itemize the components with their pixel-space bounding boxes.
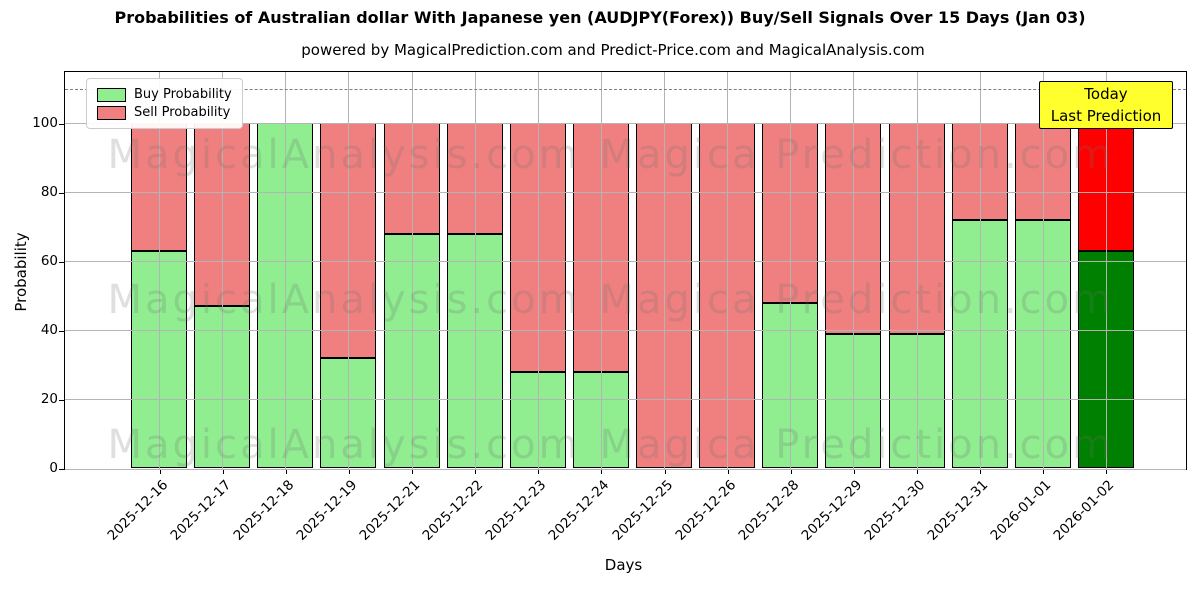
y-tick-mark <box>59 261 64 263</box>
v-gridline <box>411 71 413 469</box>
v-gridline <box>916 71 918 469</box>
legend: Buy Probability Sell Probability <box>86 78 243 129</box>
annotation-line-1: Today <box>1084 85 1128 103</box>
y-tick-label: 0 <box>49 460 58 476</box>
chart-subtitle: powered by MagicalPrediction.com and Pre… <box>301 41 925 59</box>
v-gridline <box>664 71 666 469</box>
v-gridline <box>1042 71 1044 469</box>
sell-swatch-icon <box>97 105 126 120</box>
y-tick-label: 40 <box>40 321 58 338</box>
h-gridline <box>64 330 1186 332</box>
y-tick-label: 100 <box>32 114 58 131</box>
threshold-dashed-line <box>64 88 1186 90</box>
x-tick-mark <box>222 469 224 474</box>
v-gridline <box>979 71 981 469</box>
x-tick-mark <box>917 469 919 474</box>
x-tick-mark <box>664 469 666 474</box>
x-tick-mark <box>980 469 982 474</box>
y-tick-mark <box>59 399 64 401</box>
plot-area: MagicalAnalysis.com Magica Prediction.com… <box>63 70 1187 470</box>
v-gridline <box>285 71 287 469</box>
legend-label-sell: Sell Probability <box>134 105 231 120</box>
y-tick-mark <box>59 123 64 125</box>
v-gridline <box>348 71 350 469</box>
x-tick-mark <box>412 469 414 474</box>
x-axis-title: Days <box>604 556 643 574</box>
v-gridline <box>159 71 160 469</box>
y-tick-mark <box>59 469 64 470</box>
x-tick-mark <box>727 469 729 474</box>
h-gridline <box>64 468 1186 470</box>
h-gridline <box>64 192 1186 194</box>
v-gridline <box>537 71 539 469</box>
v-gridline <box>1105 71 1107 469</box>
y-axis-title: Probability <box>12 232 30 312</box>
x-tick-mark <box>1043 469 1045 474</box>
x-tick-mark <box>790 469 792 474</box>
y-tick-label: 60 <box>40 252 58 269</box>
v-gridline <box>853 71 855 469</box>
x-tick-mark <box>348 469 350 474</box>
y-tick-mark <box>59 330 64 332</box>
x-tick-mark <box>1106 469 1108 474</box>
buy-swatch-icon <box>97 87 126 102</box>
x-tick-label: 2025-12-16 <box>104 477 171 544</box>
x-tick-mark <box>601 469 603 474</box>
y-tick-mark <box>59 192 64 194</box>
today-annotation: Today Last Prediction <box>1039 81 1173 129</box>
h-gridline <box>64 123 1186 125</box>
v-gridline <box>790 71 792 469</box>
legend-item-buy: Buy Probability <box>97 86 232 103</box>
y-tick-label: 80 <box>40 183 58 200</box>
x-tick-mark <box>159 469 161 474</box>
annotation-line-2: Last Prediction <box>1050 107 1162 125</box>
v-gridline <box>727 71 729 469</box>
y-tick-label: 20 <box>40 390 58 407</box>
x-tick-mark <box>285 469 287 474</box>
v-gridline <box>600 71 602 469</box>
v-gridline <box>222 71 224 469</box>
x-tick-mark <box>538 469 540 474</box>
x-tick-mark <box>853 469 855 474</box>
x-tick-mark <box>475 469 477 474</box>
v-gridline <box>474 71 476 469</box>
h-gridline <box>64 261 1186 263</box>
legend-label-buy: Buy Probability <box>134 87 232 102</box>
chart-title: Probabilities of Australian dollar With … <box>114 8 1086 27</box>
h-gridline <box>64 399 1186 401</box>
legend-item-sell: Sell Probability <box>97 104 232 121</box>
